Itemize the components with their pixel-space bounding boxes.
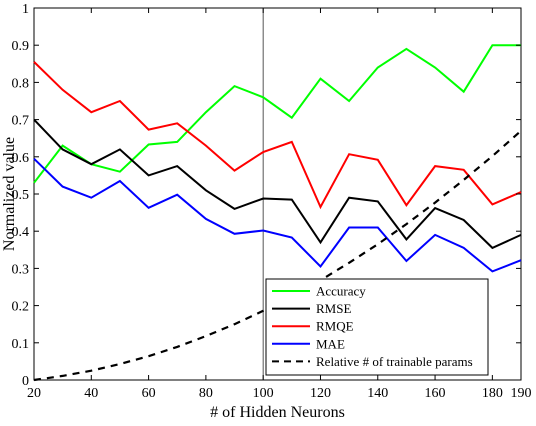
series-line-rmqe	[33, 61, 522, 210]
y-axis-ticks: 0 0.1 0.2 0.3 0.4 0.5 0.6 0.7 0.8 0.9 1	[12, 2, 521, 389]
legend-label-relative-of-trainable-params: Relative # of trainable params	[316, 354, 473, 369]
x-tick-label: 40	[84, 386, 98, 401]
x-tick-label: 140	[367, 386, 388, 401]
y-tick-label: 0.2	[12, 300, 30, 315]
legend: Accuracy RMSE RMQE MAE Relative # of trainab…	[265, 278, 489, 376]
legend-label-rmse: RMSE	[316, 301, 351, 316]
series-line-rmse	[33, 118, 522, 250]
x-tick-label: 190	[511, 386, 532, 401]
y-tick-label: 0.1	[12, 337, 30, 352]
series-line-relative-of-trainable-params	[33, 129, 522, 382]
y-axis-label: Normalized value	[1, 137, 18, 251]
x-tick-label: 80	[199, 386, 213, 401]
y-tick-label: 0.3	[12, 262, 30, 277]
y-tick-label: 0.4	[12, 225, 30, 240]
x-tick-label: 180	[482, 386, 503, 401]
legend-label-mae: MAE	[316, 336, 345, 351]
x-tick-label: 120	[310, 386, 331, 401]
y-tick-label: 0.9	[12, 39, 30, 54]
y-tick-label: 1	[22, 2, 29, 17]
legend-label-accuracy: Accuracy	[316, 284, 366, 299]
y-tick-label: 0.6	[12, 151, 30, 166]
series-line-mae	[33, 157, 522, 273]
y-tick-label: 0.8	[12, 76, 30, 91]
x-tick-label: 20	[27, 386, 41, 401]
x-tick-label: 160	[425, 386, 446, 401]
y-tick-label: 0	[22, 374, 29, 389]
x-axis-ticks: 20 40 60 80 100 120 140 160 180 190	[27, 8, 532, 401]
y-tick-label: 0.7	[12, 114, 30, 129]
legend-label-rmqe: RMQE	[316, 319, 354, 334]
series-line-accuracy	[33, 44, 521, 184]
series-layer	[33, 44, 522, 382]
x-tick-label: 100	[253, 386, 274, 401]
y-tick-label: 0.5	[12, 188, 30, 203]
x-axis-label: # of Hidden Neurons	[210, 404, 345, 421]
x-tick-label: 60	[142, 386, 156, 401]
